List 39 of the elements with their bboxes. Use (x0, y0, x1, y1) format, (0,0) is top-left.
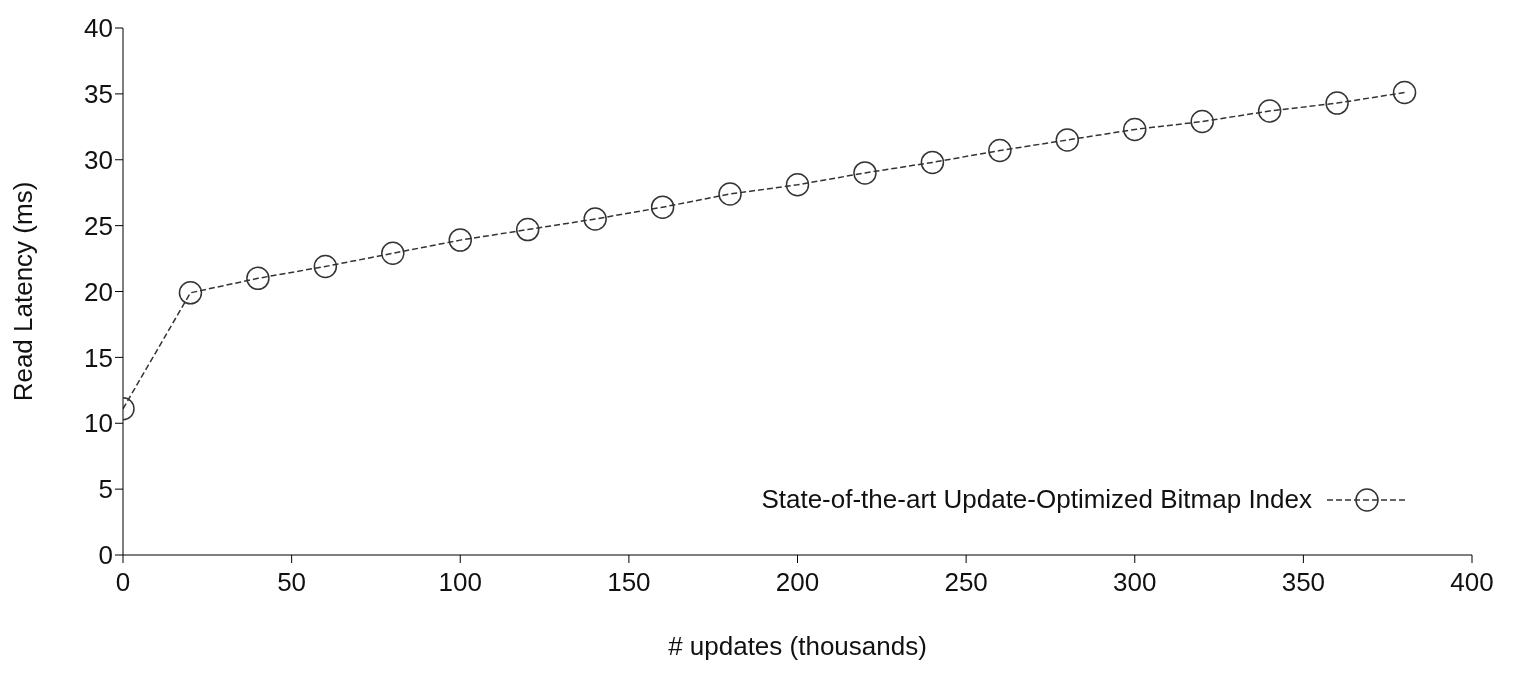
point (853, 161, 877, 185)
point (920, 150, 945, 175)
point (1123, 117, 1147, 142)
x-tick-label: 50 (277, 567, 307, 598)
y-tick-label: 15 (84, 342, 113, 373)
point (785, 173, 810, 197)
y-tick-label: 40 (84, 13, 113, 44)
y-tick-label: 30 (84, 144, 113, 175)
x-tick-label: 350 (1281, 567, 1326, 598)
y-tick-label: 20 (84, 276, 113, 307)
point (583, 207, 607, 231)
x-axis-title: # updates (thousands) (668, 631, 927, 661)
point (650, 195, 675, 219)
x-tick-label: 300 (1113, 567, 1157, 598)
x-tick-label: 150 (607, 567, 651, 598)
point (1257, 99, 1282, 123)
x-tick-label: 100 (438, 567, 482, 598)
point (718, 182, 742, 206)
y-tick-label: 35 (84, 79, 113, 110)
y-tick-label: 25 (84, 210, 113, 241)
point (313, 254, 338, 279)
point (515, 217, 540, 242)
point (1325, 91, 1349, 115)
y-axis-title: Read Latency (ms) (8, 181, 39, 402)
point (448, 228, 472, 252)
legend-label: State-of-the-art Update-Optimized Bitmap Index (761, 484, 1312, 515)
y-tick-label: 0 (98, 540, 113, 571)
x-tick-label: 200 (775, 567, 820, 598)
point (1055, 128, 1080, 152)
point (1392, 80, 1417, 105)
point (178, 281, 203, 305)
point (1190, 109, 1214, 134)
point (988, 138, 1012, 163)
x-tick-label: 400 (1450, 567, 1494, 598)
y-tick-label: 10 (84, 408, 113, 439)
point (246, 266, 270, 291)
x-tick-label: 250 (944, 567, 988, 598)
point (381, 241, 405, 266)
y-tick-label: 5 (98, 474, 113, 505)
